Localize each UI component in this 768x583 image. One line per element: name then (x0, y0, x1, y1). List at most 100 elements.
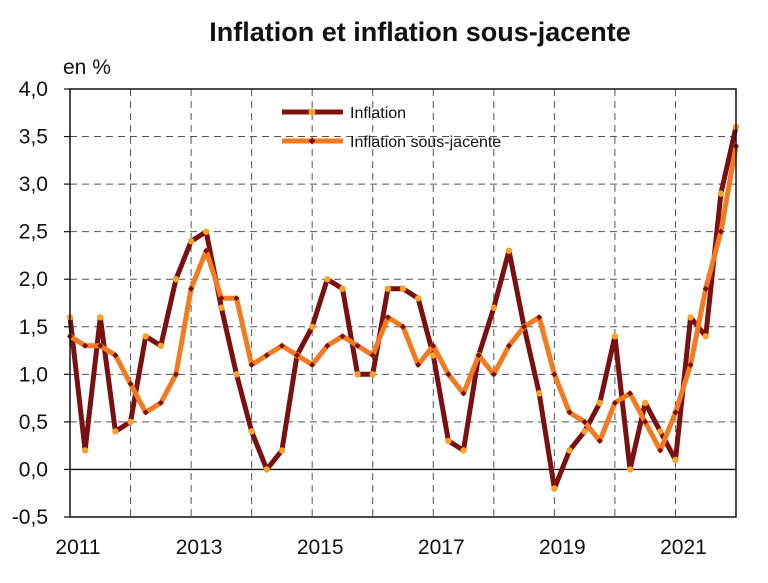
data-point (172, 276, 180, 283)
y-tick-label: 3,0 (19, 173, 48, 196)
x-tick-label: 2011 (55, 536, 100, 559)
y-axis-unit-label: en % (63, 56, 111, 79)
data-point (187, 237, 195, 245)
data-point (717, 228, 724, 235)
plot-frame (69, 88, 737, 518)
data-point (324, 276, 331, 283)
data-point (657, 428, 664, 435)
x-tick-label: 2017 (418, 536, 465, 559)
data-point (642, 418, 649, 425)
data-point (399, 285, 407, 292)
x-axis-ticks: 2011 2013 2015 2017 2019 2021 (55, 536, 706, 559)
legend-item: Inflation (282, 105, 406, 122)
data-point (263, 352, 270, 359)
data-point (81, 447, 89, 454)
data-point (521, 323, 528, 330)
data-point (339, 333, 346, 340)
data-point (551, 485, 558, 492)
chart-title: Inflation et inflation sous-jacente (209, 17, 631, 47)
data-point (324, 342, 331, 349)
data-point (430, 342, 437, 349)
data-point (354, 342, 361, 349)
data-point (384, 314, 391, 321)
data-point (445, 371, 452, 378)
legend-marker (308, 108, 316, 116)
data-point (702, 285, 709, 292)
data-point (157, 399, 164, 406)
y-tick-label: 0,0 (19, 458, 48, 481)
data-point (657, 447, 664, 454)
data-point (112, 352, 119, 359)
x-tick-label: 2013 (176, 536, 223, 559)
data-point (354, 371, 361, 378)
data-point (641, 399, 649, 407)
data-point (717, 190, 725, 197)
data-point (626, 466, 634, 473)
data-point (505, 342, 512, 349)
data-point (263, 466, 270, 473)
legend-marker (308, 137, 316, 145)
data-point (581, 418, 588, 425)
data-point (369, 371, 376, 378)
data-point (460, 390, 467, 397)
data-point (536, 314, 543, 321)
data-point (308, 323, 316, 330)
data-point (566, 447, 573, 454)
data-point (445, 437, 452, 445)
data-point (248, 361, 255, 368)
data-point (627, 390, 634, 397)
data-point (475, 352, 482, 359)
x-tick-label: 2021 (660, 536, 707, 559)
data-point (127, 380, 134, 387)
y-tick-label: 1,0 (19, 363, 48, 386)
series-inflation (66, 123, 740, 492)
data-point (460, 447, 467, 454)
legend: Inflation Inflation sous-jacente (282, 105, 501, 151)
y-tick-label: 3,5 (19, 126, 48, 149)
data-point (687, 314, 694, 321)
data-point (536, 390, 543, 397)
legend-item: Inflation sous-jacente (282, 134, 501, 151)
data-point (278, 342, 285, 349)
data-point (505, 247, 513, 254)
data-point (188, 285, 195, 292)
y-tick-label: 2,0 (19, 268, 48, 291)
data-point (384, 285, 392, 292)
series-inflation-sous-jacente (67, 143, 739, 454)
data-point (218, 304, 225, 311)
data-point (278, 447, 286, 454)
data-point (702, 333, 709, 340)
data-point (97, 342, 104, 349)
data-point (369, 352, 376, 359)
data-point (566, 409, 573, 416)
data-point (309, 361, 316, 368)
data-point (596, 437, 603, 444)
data-point (687, 361, 694, 368)
data-point (97, 314, 104, 321)
data-point (611, 333, 619, 340)
data-point (581, 428, 588, 435)
x-tick-label: 2015 (297, 536, 344, 559)
data-point (672, 456, 679, 464)
data-point (112, 428, 119, 435)
data-point (400, 323, 406, 330)
legend-label: Inflation (350, 105, 406, 122)
y-tick-label: 4,0 (19, 78, 48, 101)
data-point (551, 371, 558, 378)
y-tick-label: 1,5 (19, 316, 48, 339)
data-point (414, 295, 422, 302)
y-tick-label: -0,5 (12, 506, 48, 529)
data-point (127, 418, 134, 426)
y-tick-label: 2,5 (19, 221, 48, 244)
data-point (157, 342, 165, 349)
data-point (233, 295, 240, 302)
data-point (203, 228, 210, 235)
data-point (218, 295, 225, 302)
series-line (67, 124, 739, 491)
data-point (611, 399, 618, 406)
data-point (248, 428, 255, 435)
data-point (142, 409, 149, 416)
data-point (294, 352, 301, 359)
series-layer (66, 123, 740, 492)
